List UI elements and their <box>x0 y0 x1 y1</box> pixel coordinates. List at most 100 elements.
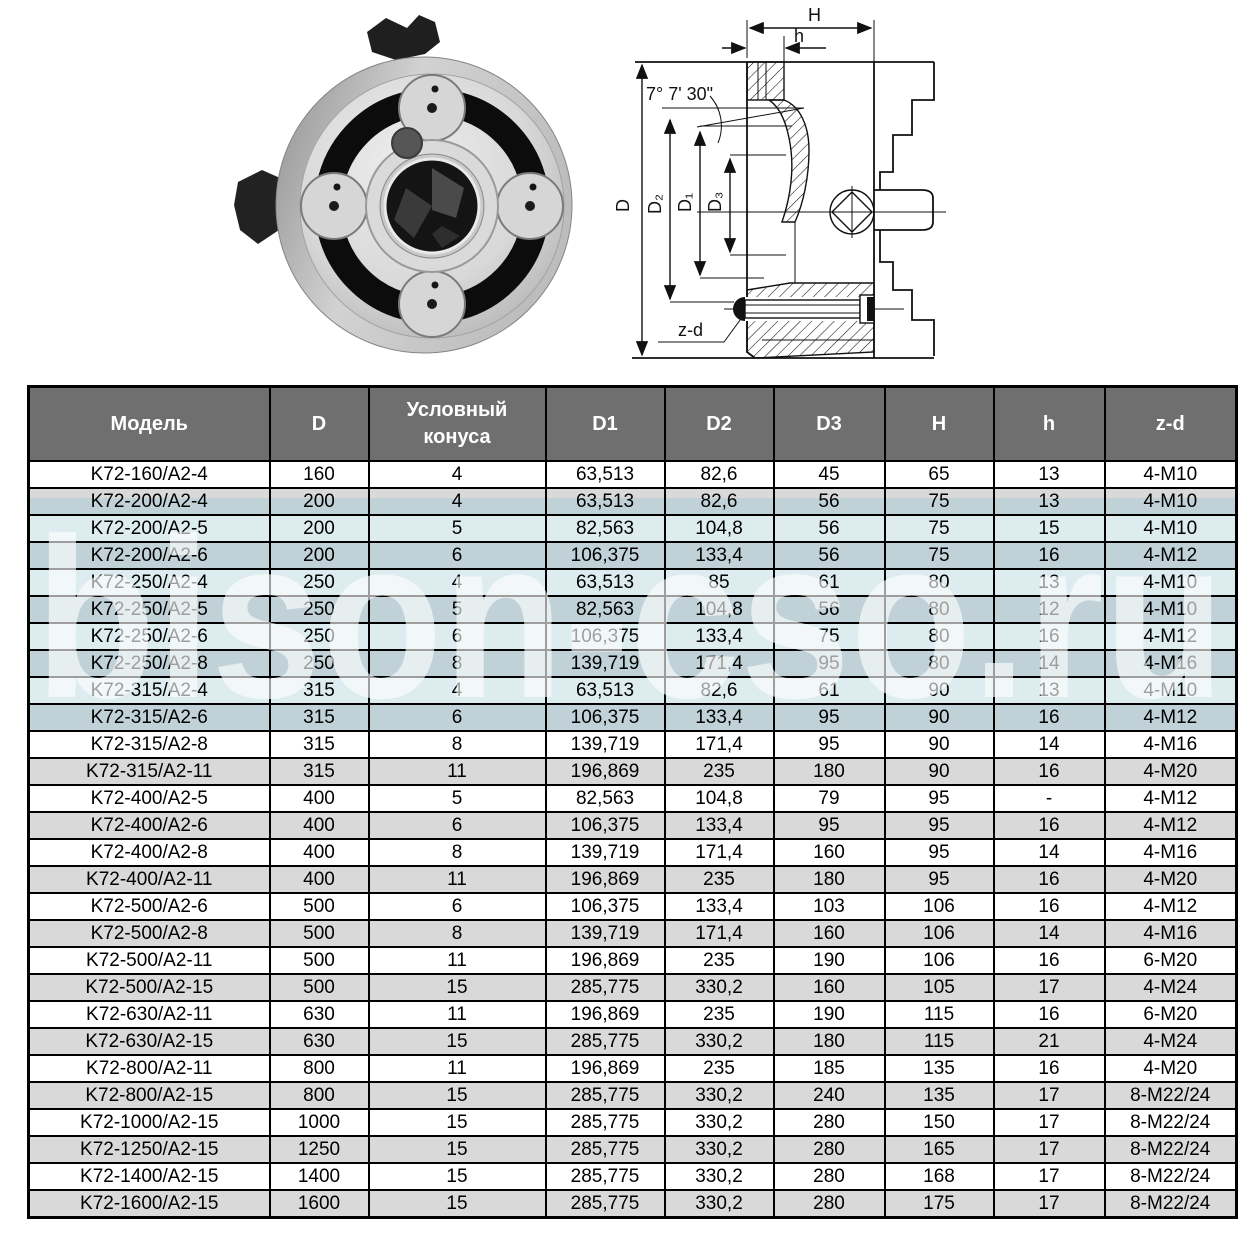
cell: 200 <box>268 541 370 570</box>
cell: 4-M16 <box>1103 838 1238 867</box>
cell: 185 <box>772 1054 886 1083</box>
cell: 8 <box>367 649 547 678</box>
cell: 11 <box>367 1054 547 1083</box>
table-row: K72-250/A2-5 250 5 82,563 104,8 56 80 12 4-M10 <box>27 595 1238 624</box>
cell: 330,2 <box>663 1108 775 1137</box>
ext-lines-D1 <box>700 125 792 279</box>
cell: 168 <box>883 1162 995 1191</box>
cell: 4-M20 <box>1103 1054 1238 1083</box>
technical-drawing-svg: D D₂ D₁ D₃ H h 7° 7' 30" <box>613 5 946 359</box>
cell: 80 <box>883 568 995 597</box>
cell: 11 <box>367 757 547 786</box>
cell: 400 <box>268 865 370 894</box>
cell: 160 <box>772 919 886 948</box>
table-row: K72-315/A2-4 315 4 63,513 82,6 61 90 13 4-M10 <box>27 676 1238 705</box>
cell: 17 <box>992 1189 1106 1219</box>
cell: 285,775 <box>544 1162 666 1191</box>
cell: 4-M12 <box>1103 811 1238 840</box>
cell: K72-1250/A2-15 <box>27 1135 271 1164</box>
cell: 11 <box>367 1000 547 1029</box>
table-row: K72-1600/A2-15 1600 15 285,775 330,2 280 175 17… <box>27 1189 1238 1219</box>
cell: 250 <box>268 595 370 624</box>
cell: 16 <box>992 622 1106 651</box>
left-clamp <box>234 170 282 244</box>
cell: 104,8 <box>663 595 775 624</box>
cell: 16 <box>992 811 1106 840</box>
cell: 105 <box>883 973 995 1002</box>
table-row: K72-500/A2-6 500 6 106,375 133,4 103 106 16 4-M1… <box>27 892 1238 921</box>
cell: 133,4 <box>663 892 775 921</box>
cell: 16 <box>992 757 1106 786</box>
cell: 280 <box>772 1108 886 1137</box>
cell: 4-M20 <box>1103 865 1238 894</box>
cell: 171,4 <box>663 919 775 948</box>
table-row: K72-200/A2-6 200 6 106,375 133,4 56 75 16 4-M12 <box>27 541 1238 570</box>
jaw-top-steps <box>879 62 935 190</box>
cell: 8-M22/24 <box>1103 1081 1238 1110</box>
cell: - <box>992 784 1106 813</box>
cell: 133,4 <box>663 622 775 651</box>
cell: 4-M16 <box>1103 649 1238 678</box>
cell: 82,563 <box>544 514 666 543</box>
cell: 80 <box>883 595 995 624</box>
cell: 106,375 <box>544 541 666 570</box>
bushings <box>300 74 564 338</box>
cell: 75 <box>883 514 995 543</box>
cell: 82,6 <box>663 676 775 705</box>
spigot-lines <box>757 62 767 100</box>
cell: 1600 <box>268 1189 370 1219</box>
header-cell: z-d <box>1103 385 1238 462</box>
cell: 106,375 <box>544 703 666 732</box>
cell: 106,375 <box>544 892 666 921</box>
cell: 103 <box>772 892 886 921</box>
table-row: K72-200/A2-4 200 4 63,513 82,6 56 75 13 4-M10 <box>27 487 1238 516</box>
cell: 95 <box>772 730 886 759</box>
cell: 250 <box>268 622 370 651</box>
cell: 13 <box>992 676 1106 705</box>
cell: 95 <box>772 811 886 840</box>
cell: 104,8 <box>663 514 775 543</box>
table-row: K72-400/A2-5 400 5 82,563 104,8 79 95-4-M12 <box>27 784 1238 813</box>
cell: 196,869 <box>544 1054 666 1083</box>
cell: 90 <box>883 676 995 705</box>
cell: 4-M10 <box>1103 487 1238 516</box>
cell: 500 <box>268 919 370 948</box>
cell: 5 <box>367 784 547 813</box>
cell: 5 <box>367 595 547 624</box>
cell: 16 <box>992 892 1106 921</box>
cell: 235 <box>663 757 775 786</box>
cell: 285,775 <box>544 1189 666 1219</box>
cell: 5 <box>367 514 547 543</box>
cell: 4-M16 <box>1103 919 1238 948</box>
cell: 1000 <box>268 1108 370 1137</box>
cell: 133,4 <box>663 541 775 570</box>
cell: 82,6 <box>663 487 775 516</box>
table-row: K72-400/A2-6 400 6 106,375 133,4 95 95 16 4-M12 <box>27 811 1238 840</box>
cell: K72-500/A2-11 <box>27 946 271 975</box>
cell: 315 <box>268 703 370 732</box>
cell: 6-M20 <box>1103 1000 1238 1029</box>
cell: 4-M12 <box>1103 784 1238 813</box>
cell: 56 <box>772 514 886 543</box>
cell: 190 <box>772 946 886 975</box>
cell: 280 <box>772 1135 886 1164</box>
cell: K72-250/A2-8 <box>27 649 271 678</box>
cell: 56 <box>772 595 886 624</box>
cell: 196,869 <box>544 757 666 786</box>
cell: K72-200/A2-5 <box>27 514 271 543</box>
cell: 16 <box>992 946 1106 975</box>
cell: 15 <box>367 1108 547 1137</box>
bore-chamfer <box>383 157 481 255</box>
jaw-in-bore-2 <box>394 188 432 238</box>
cell: K72-800/A2-11 <box>27 1054 271 1083</box>
jaw-in-bore-3 <box>432 226 460 248</box>
cell: 14 <box>992 838 1106 867</box>
cell: 200 <box>268 514 370 543</box>
cell: K72-200/A2-4 <box>27 487 271 516</box>
cell: 95 <box>883 811 995 840</box>
table-row: K72-500/A2-8 500 8 139,719 171,4 160 106 14 4-M1… <box>27 919 1238 948</box>
cell: 4-M24 <box>1103 1027 1238 1056</box>
cell: 8-M22/24 <box>1103 1108 1238 1137</box>
cell: 285,775 <box>544 1135 666 1164</box>
cell: 165 <box>883 1135 995 1164</box>
